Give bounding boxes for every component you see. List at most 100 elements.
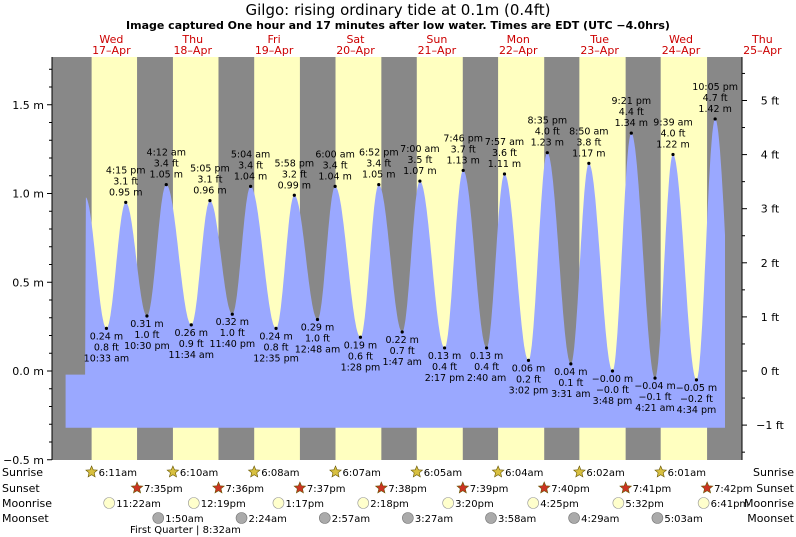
high-tide-feet: 4.0 ft: [535, 127, 560, 138]
low-tide-metres: 0.29 m: [301, 323, 334, 334]
day-date: 19–Apr: [255, 44, 294, 57]
sunset-time: 7:35pm: [144, 484, 183, 495]
sunset-time: 7:42pm: [714, 484, 753, 495]
moonset-time: 4:29am: [581, 514, 619, 525]
sunrise-icon: [572, 465, 586, 478]
low-tide-point: [189, 323, 193, 327]
high-tide-point: [671, 152, 675, 157]
low-tide-metres: 0.13 m: [470, 351, 503, 362]
low-tide-metres: 0.13 m: [428, 351, 461, 362]
high-tide-metres: 1.04 m: [234, 171, 267, 182]
high-tide-metres: 1.04 m: [318, 171, 351, 182]
low-tide-metres: 0.26 m: [175, 328, 208, 339]
tide-labels: 4:15 pm3.1 ft0.95 m4:12 am3.4 ft1.05 m5:…: [84, 82, 738, 416]
left-tick-label: 1.0 m: [12, 188, 44, 201]
right-tick-label: 1 ft: [761, 311, 780, 324]
low-tide-point: [569, 362, 573, 366]
low-tide-point: [484, 346, 489, 350]
moonrise-time: 11:22am: [116, 499, 161, 510]
low-tide-point: [526, 358, 531, 362]
sunrise-time: 6:05am: [424, 468, 462, 479]
low-tide-point: [358, 335, 363, 339]
low-tide-metres: 0.04 m: [554, 367, 587, 378]
low-tide-feet: −0.1 ft: [639, 392, 672, 403]
sunrise-time: 6:11am: [99, 468, 137, 479]
moonrise-icon: [612, 497, 625, 509]
high-tide-metres: 1.13 m: [446, 155, 479, 166]
low-tide-feet: 0.4 ft: [474, 362, 499, 373]
low-tide-feet: 0.8 ft: [94, 342, 119, 353]
high-tide-point: [208, 199, 212, 203]
low-tide-point: [653, 376, 657, 380]
sunrise-time: 6:07am: [343, 468, 381, 479]
right-tick-label: 2 ft: [761, 257, 780, 270]
day-date: 24–Apr: [662, 44, 701, 57]
high-tide-metres: 1.17 m: [572, 148, 605, 159]
left-tick-label: −0.5 m: [3, 454, 44, 467]
day-name: Wed: [669, 33, 693, 46]
moonset-icon: [152, 512, 165, 524]
low-tide-feet: 0.9 ft: [179, 339, 204, 350]
day-labels: Wed17–AprThu18–AprFri19–AprSat20–AprSun2…: [92, 33, 782, 57]
high-tide-time: 7:46 pm: [443, 133, 483, 144]
moonrise-icon: [103, 497, 115, 509]
day-name: Tue: [589, 33, 609, 46]
sunset-icon: [293, 481, 307, 494]
high-tide-point: [713, 117, 717, 121]
high-tide-time: 5:58 pm: [275, 158, 315, 169]
low-tide-time: 12:35 pm: [253, 353, 299, 364]
high-tide-feet: 3.5 ft: [407, 155, 432, 166]
high-tide-time: 5:04 am: [231, 149, 270, 160]
row-label-moonset: Moonset: [2, 512, 49, 525]
right-tick-label: 5 ft: [761, 94, 780, 107]
left-tick-label: 1.5 m: [12, 99, 44, 112]
low-tide-time: 2:40 am: [467, 373, 506, 384]
low-tide-point: [230, 312, 234, 316]
moonset-icon: [235, 512, 248, 524]
moonset-time: 2:57am: [332, 514, 370, 525]
high-tide-feet: 4.0 ft: [660, 128, 685, 139]
low-tide-time: 10:30 pm: [124, 341, 170, 352]
low-tide-metres: −0.00 m: [592, 374, 633, 385]
low-tide-feet: 0.1 ft: [558, 378, 583, 389]
row-label-moonrise: Moonrise: [744, 497, 794, 510]
sunrise-time: 6:01am: [668, 468, 706, 479]
left-tick-label: 0.5 m: [12, 276, 44, 289]
high-tide-metres: 1.34 m: [615, 118, 648, 129]
moonset-time: 3:58am: [498, 514, 536, 525]
right-tick-label: 0 ft: [761, 365, 780, 378]
low-tide-time: 11:34 am: [169, 350, 214, 361]
high-tide-time: 10:05 pm: [692, 82, 738, 93]
low-tide-feet: −0.0 ft: [596, 385, 629, 396]
day-name: Thu: [181, 33, 203, 46]
high-tide-metres: 1.42 m: [698, 104, 731, 115]
low-tide-point: [274, 326, 278, 330]
moonrise-icon: [527, 497, 539, 509]
low-tide-point: [315, 317, 320, 322]
high-tide-point: [377, 183, 381, 187]
low-tide-metres: 0.06 m: [512, 363, 545, 374]
moonrise-time: 12:19pm: [201, 499, 246, 510]
sunrise-icon: [410, 465, 424, 478]
high-tide-feet: 3.1 ft: [197, 175, 222, 186]
moonrise-time: 4:25pm: [540, 499, 579, 510]
high-tide-feet: 3.6 ft: [492, 148, 517, 159]
high-tide-point: [502, 172, 507, 176]
sunrise-icon: [247, 465, 261, 478]
sunset-icon: [700, 481, 714, 494]
low-tide-metres: −0.04 m: [634, 381, 675, 392]
high-tide-metres: 0.96 m: [193, 186, 226, 197]
day-name: Fri: [268, 33, 281, 46]
high-tide-metres: 1.05 m: [150, 170, 183, 181]
day-date: 17–Apr: [92, 44, 131, 57]
high-tide-feet: 3.4 ft: [366, 159, 391, 170]
day-date: 23–Apr: [580, 44, 619, 57]
low-tide-time: 3:48 pm: [593, 396, 633, 407]
high-tide-feet: 3.2 ft: [282, 169, 307, 180]
low-tide-feet: 0.7 ft: [390, 346, 415, 357]
sunset-time: 7:37pm: [307, 484, 346, 495]
left-tick-label: 0.0 m: [12, 365, 44, 378]
high-tide-time: 4:12 am: [147, 148, 186, 159]
high-tide-metres: 1.11 m: [488, 159, 521, 170]
